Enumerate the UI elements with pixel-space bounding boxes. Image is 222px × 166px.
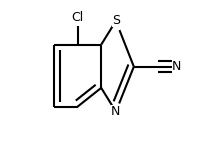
Text: N: N	[172, 60, 181, 73]
Text: N: N	[111, 105, 121, 118]
Text: S: S	[112, 14, 120, 28]
Text: Cl: Cl	[71, 11, 84, 24]
